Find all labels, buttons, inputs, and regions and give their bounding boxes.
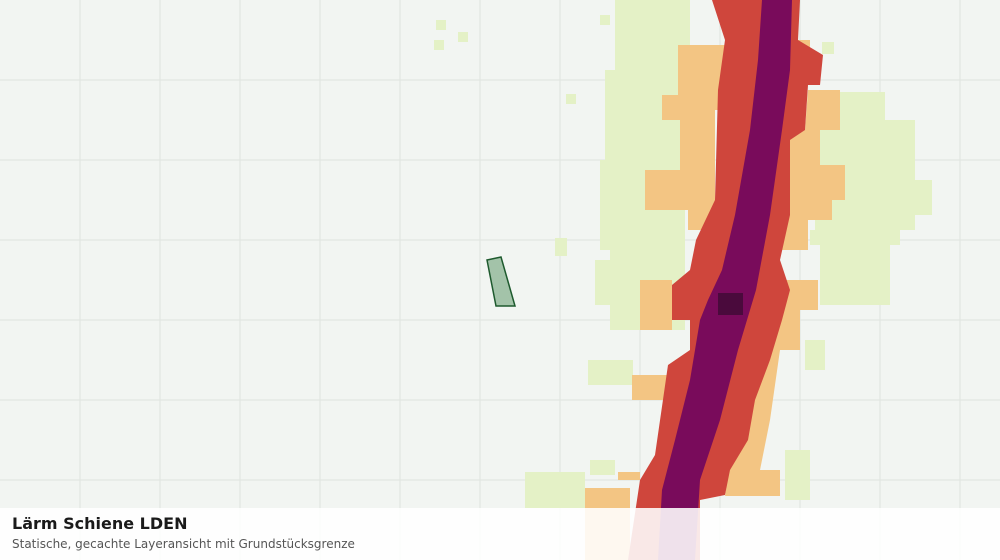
noise-low <box>434 0 932 508</box>
caption-panel <box>0 508 1000 560</box>
map-subtitle: Statische, gecachte Layeransicht mit Gru… <box>12 537 355 551</box>
map-title: Lärm Schiene LDEN <box>12 514 187 533</box>
parcel-boundary <box>486 256 516 307</box>
noise-very-high <box>658 0 792 560</box>
